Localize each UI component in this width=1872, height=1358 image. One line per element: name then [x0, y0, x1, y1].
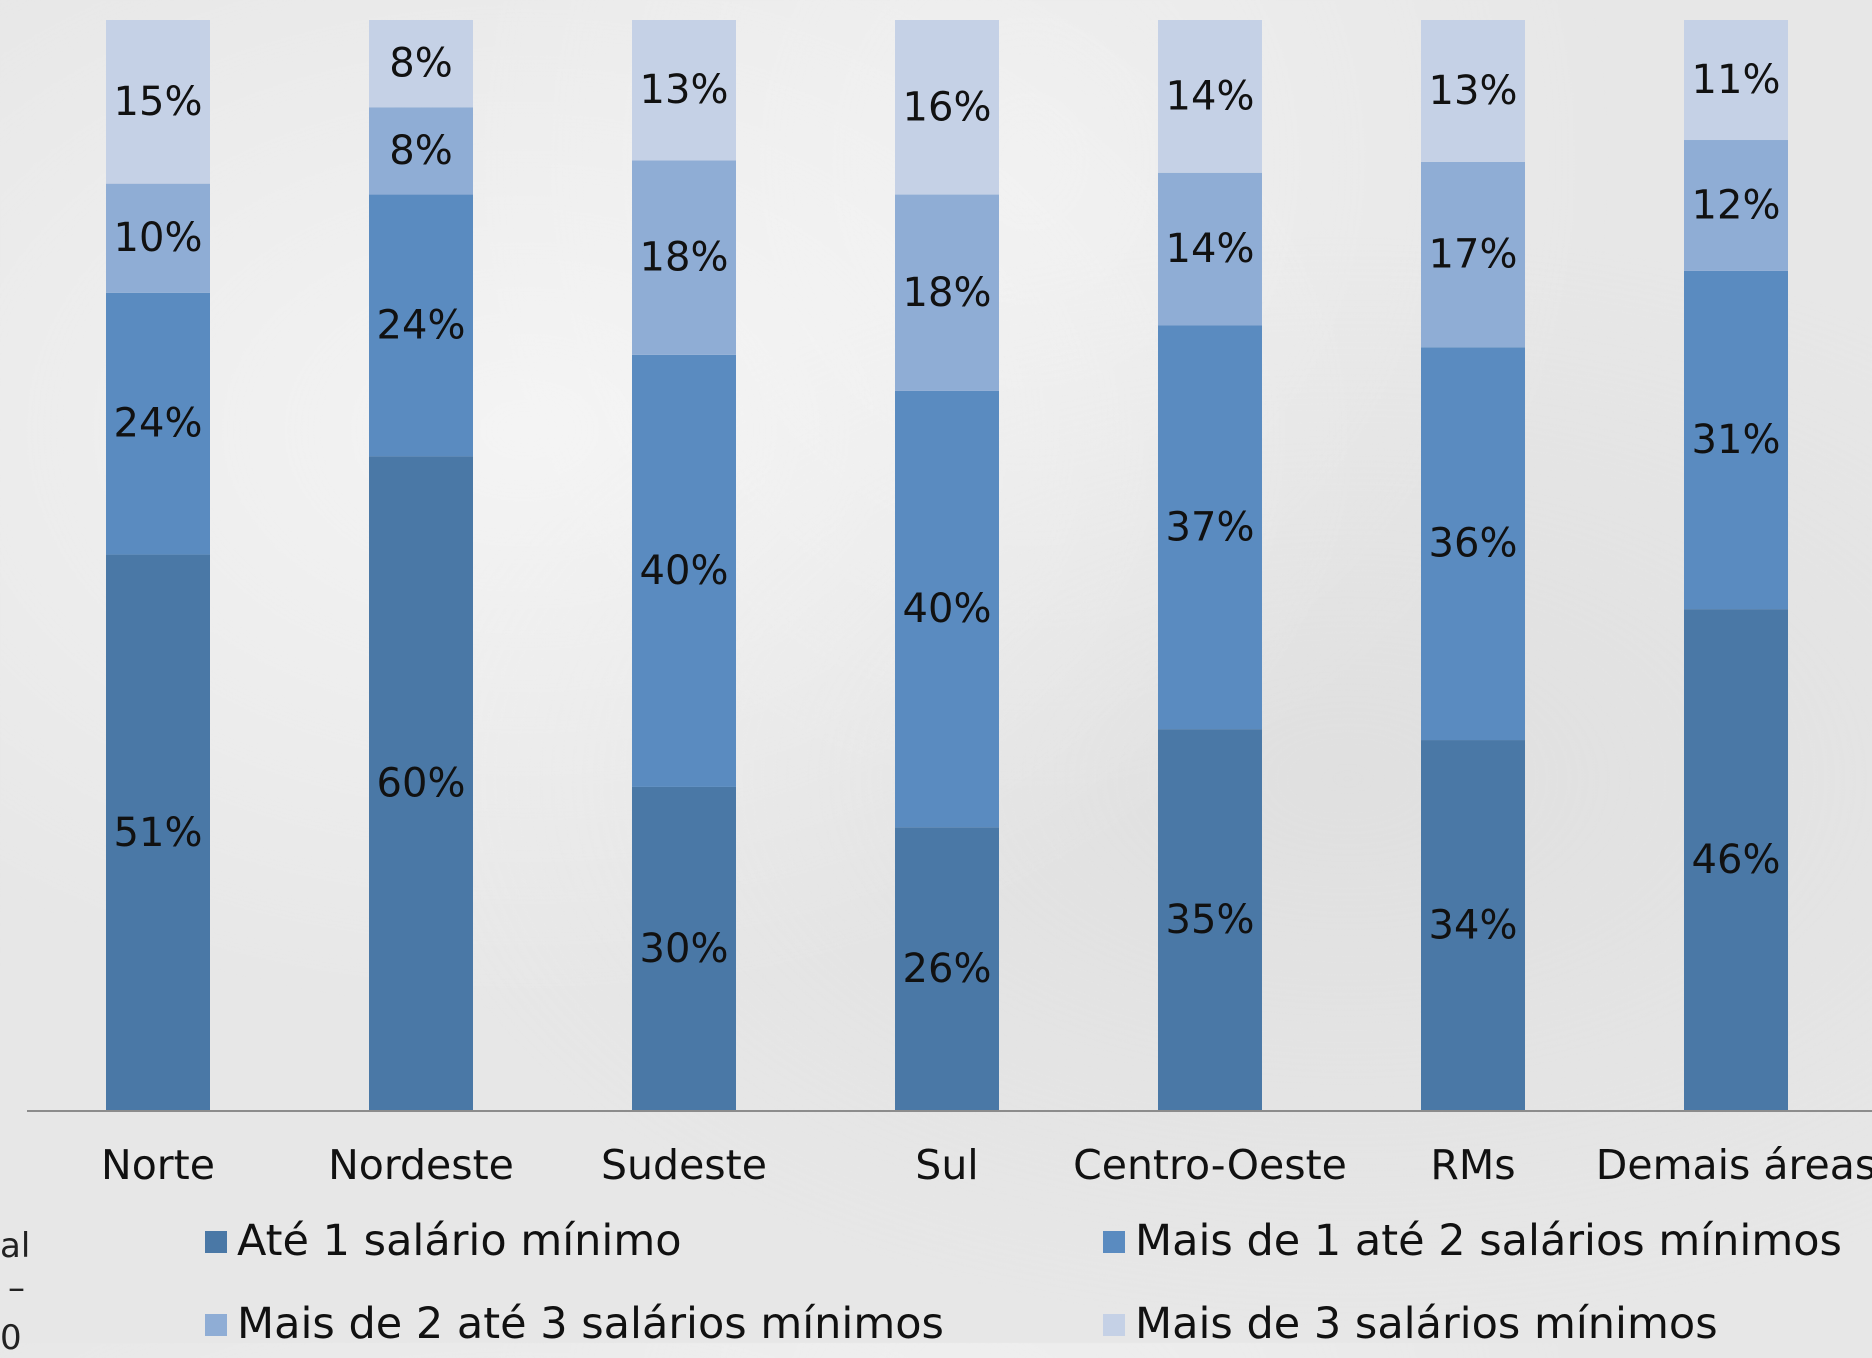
bar-sul-series-1	[895, 827, 999, 1111]
data-label-nordeste-series-1: 60%	[377, 761, 466, 807]
legend-swatch-series-1	[205, 1230, 227, 1253]
data-label-demais-reas-series-3: 12%	[1692, 182, 1781, 228]
data-label-centro-oeste-series-1: 35%	[1166, 897, 1255, 943]
legend-label-series-3: Mais de 2 até 3 salários mínimos	[237, 1299, 944, 1349]
x-tick-label-nordeste: Nordeste	[328, 1141, 514, 1189]
data-label-demais-reas-series-4: 11%	[1692, 57, 1781, 103]
data-label-nordeste-series-2: 24%	[377, 302, 466, 348]
legend-swatch-series-4	[1103, 1313, 1125, 1336]
legend-swatch-series-3	[205, 1313, 227, 1336]
data-label-nordeste-series-4: 8%	[389, 41, 452, 87]
data-label-rms-series-2: 36%	[1429, 521, 1518, 567]
data-label-norte-series-3: 10%	[114, 215, 203, 261]
data-label-nordeste-series-3: 8%	[389, 128, 452, 174]
data-label-demais-reas-series-2: 31%	[1692, 417, 1781, 463]
bar-sudeste-series-3	[632, 160, 736, 355]
data-label-sul-series-4: 16%	[903, 84, 992, 130]
data-label-demais-reas-series-1: 46%	[1692, 837, 1781, 883]
bar-rms-series-1	[1421, 740, 1525, 1111]
bar-centro-oeste-series-3	[1158, 172, 1262, 326]
data-label-centro-oeste-series-4: 14%	[1166, 73, 1255, 119]
data-label-sul-series-1: 26%	[903, 946, 992, 992]
x-tick-label-norte: Norte	[101, 1141, 215, 1189]
legend-item-series-2: Mais de 1 até 2 salários mínimos	[1103, 1220, 1842, 1263]
legend-label-series-4: Mais de 3 salários mínimos	[1135, 1299, 1718, 1349]
bar-sudeste-series-2	[632, 354, 736, 787]
clipped-text-2: –	[8, 1268, 25, 1308]
bar-rms-series-2	[1421, 347, 1525, 741]
x-tick-label-rms: RMs	[1430, 1141, 1515, 1189]
bar-norte-series-4	[106, 20, 210, 184]
bar-nordeste-series-1	[369, 456, 473, 1111]
data-label-sudeste-series-2: 40%	[640, 548, 729, 594]
data-label-rms-series-4: 13%	[1429, 68, 1518, 114]
data-label-norte-series-2: 24%	[114, 401, 203, 447]
legend-label-series-2: Mais de 1 até 2 salários mínimos	[1135, 1216, 1842, 1266]
bar-centro-oeste-series-2	[1158, 325, 1262, 730]
data-label-norte-series-1: 51%	[114, 810, 203, 856]
bar-nordeste-series-3	[369, 107, 473, 195]
data-label-sudeste-series-3: 18%	[640, 235, 729, 281]
bar-stacks	[106, 20, 1788, 1111]
bar-demais-reas-series-1	[1684, 609, 1788, 1111]
bar-sudeste-series-4	[632, 20, 736, 161]
legend-swatch-series-2	[1103, 1230, 1125, 1253]
data-label-sudeste-series-1: 30%	[640, 926, 729, 972]
bar-norte-series-3	[106, 183, 210, 293]
data-label-rms-series-1: 34%	[1429, 903, 1518, 949]
bar-sul-series-4	[895, 20, 999, 195]
data-labels: 51% 24% 10% 15% 60% 24% 8% 8% 30% 40% 18% 13% 26% 40%…	[114, 41, 1781, 993]
bar-sudeste-series-1	[632, 786, 736, 1111]
x-tick-label-centro-oeste: Centro-Oeste	[1073, 1141, 1347, 1189]
bar-sul-series-3	[895, 194, 999, 391]
bar-rms-series-4	[1421, 20, 1525, 162]
bar-demais-reas-series-2	[1684, 270, 1788, 610]
legend-item-series-4: Mais de 3 salários mínimos	[1103, 1303, 1718, 1346]
clipped-text-3: 0	[0, 1318, 22, 1358]
bar-centro-oeste-series-1	[1158, 729, 1262, 1111]
data-label-sul-series-3: 18%	[903, 270, 992, 316]
data-label-norte-series-4: 15%	[114, 79, 203, 125]
bar-norte-series-1	[106, 554, 210, 1111]
x-tick-label-sudeste: Sudeste	[601, 1141, 767, 1189]
bar-rms-series-3	[1421, 161, 1525, 348]
bar-norte-series-2	[106, 292, 210, 555]
x-tick-label-demais-reas: Demais áreas	[1596, 1141, 1872, 1189]
legend-item-series-1: Até 1 salário mínimo	[205, 1220, 682, 1263]
bar-sul-series-2	[895, 390, 999, 828]
data-label-centro-oeste-series-2: 37%	[1166, 504, 1255, 550]
data-label-sudeste-series-4: 13%	[640, 67, 729, 113]
bar-nordeste-series-2	[369, 194, 473, 457]
data-label-centro-oeste-series-3: 14%	[1166, 226, 1255, 272]
legend-item-series-3: Mais de 2 até 3 salários mínimos	[205, 1303, 944, 1346]
bar-demais-reas-series-4	[1684, 20, 1788, 141]
x-tick-labels: Norte Nordeste Sudeste Sul Centro-Oeste RMs De…	[101, 1141, 1872, 1189]
bar-demais-reas-series-3	[1684, 140, 1788, 271]
clipped-text-1: al	[0, 1226, 31, 1266]
bar-nordeste-series-4	[369, 20, 473, 108]
x-tick-label-sul: Sul	[915, 1141, 978, 1189]
bar-centro-oeste-series-4	[1158, 20, 1262, 173]
data-label-sul-series-2: 40%	[903, 586, 992, 632]
legend-label-series-1: Até 1 salário mínimo	[237, 1216, 682, 1266]
data-label-rms-series-3: 17%	[1429, 232, 1518, 278]
